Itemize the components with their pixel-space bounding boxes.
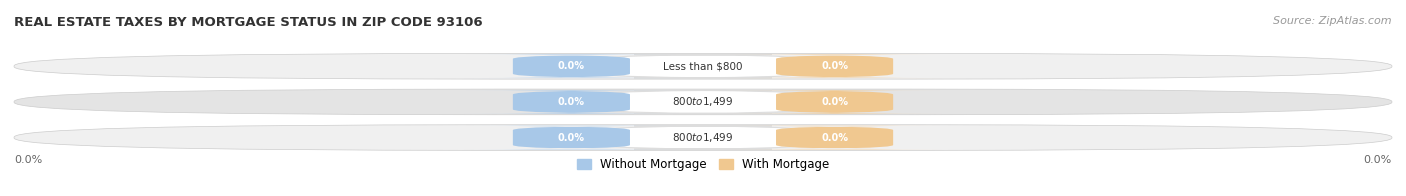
Text: Less than $800: Less than $800 xyxy=(664,61,742,71)
Text: REAL ESTATE TAXES BY MORTGAGE STATUS IN ZIP CODE 93106: REAL ESTATE TAXES BY MORTGAGE STATUS IN … xyxy=(14,16,482,29)
FancyBboxPatch shape xyxy=(14,89,1392,115)
FancyBboxPatch shape xyxy=(606,90,800,114)
Text: 0.0%: 0.0% xyxy=(821,61,848,71)
FancyBboxPatch shape xyxy=(464,54,678,78)
Text: 0.0%: 0.0% xyxy=(558,61,585,71)
Text: $800 to $1,499: $800 to $1,499 xyxy=(672,95,734,108)
Legend: Without Mortgage, With Mortgage: Without Mortgage, With Mortgage xyxy=(572,153,834,176)
FancyBboxPatch shape xyxy=(728,54,942,78)
FancyBboxPatch shape xyxy=(728,126,942,149)
FancyBboxPatch shape xyxy=(728,90,942,114)
FancyBboxPatch shape xyxy=(464,126,678,149)
FancyBboxPatch shape xyxy=(14,54,1392,79)
Text: $800 to $1,499: $800 to $1,499 xyxy=(672,131,734,144)
FancyBboxPatch shape xyxy=(606,54,800,78)
Text: Source: ZipAtlas.com: Source: ZipAtlas.com xyxy=(1274,16,1392,26)
Text: 0.0%: 0.0% xyxy=(1364,155,1392,165)
FancyBboxPatch shape xyxy=(606,126,800,149)
FancyBboxPatch shape xyxy=(14,125,1392,150)
Text: 0.0%: 0.0% xyxy=(821,132,848,142)
Text: 0.0%: 0.0% xyxy=(821,97,848,107)
Text: 0.0%: 0.0% xyxy=(558,97,585,107)
Text: 0.0%: 0.0% xyxy=(558,132,585,142)
Text: 0.0%: 0.0% xyxy=(14,155,42,165)
FancyBboxPatch shape xyxy=(464,90,678,114)
